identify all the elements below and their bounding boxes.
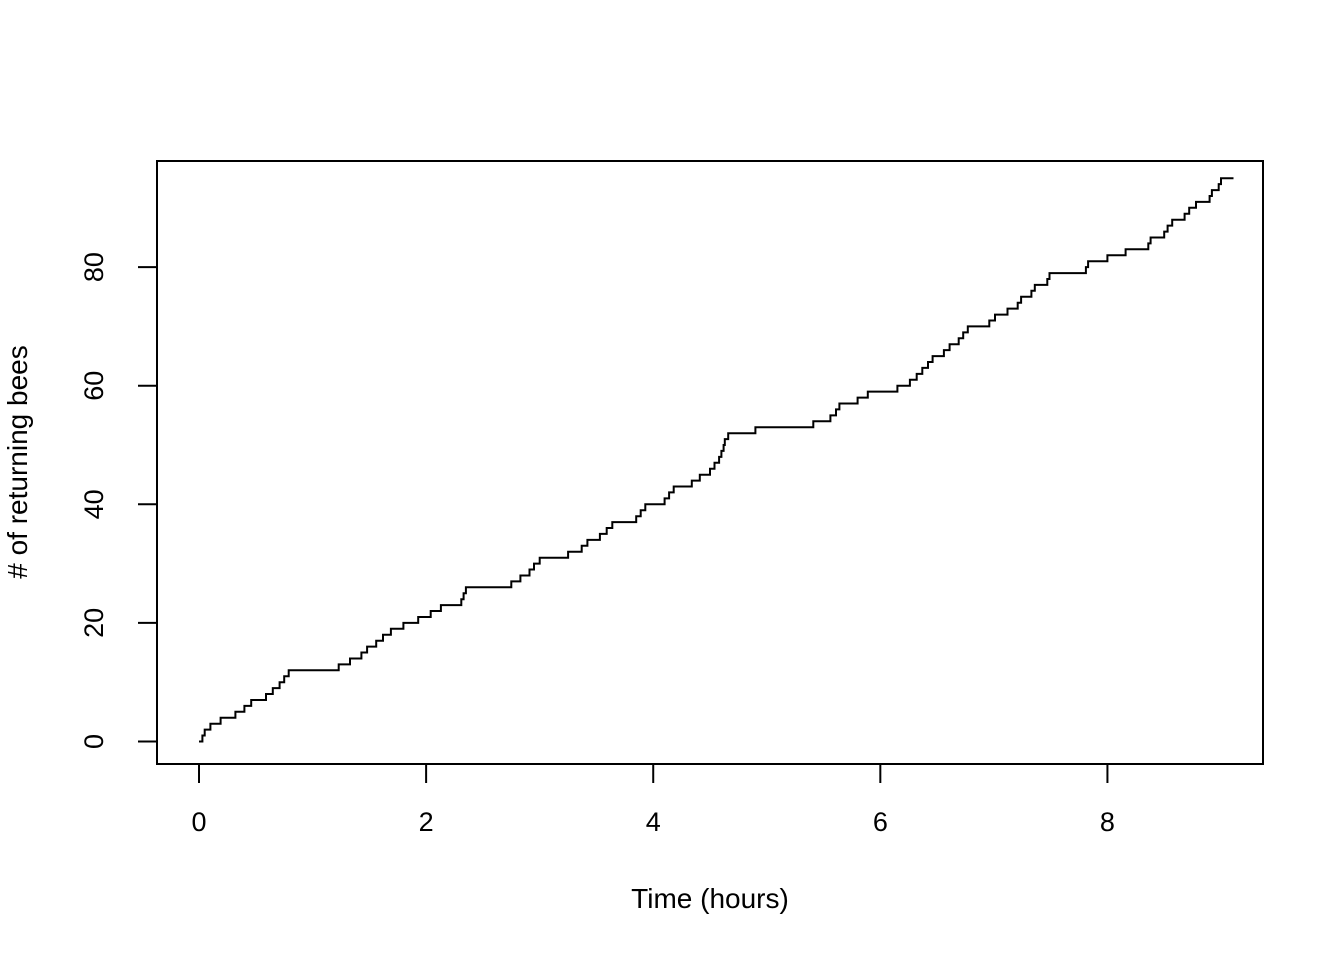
y-axis-tick-label: 0 xyxy=(79,734,109,749)
y-axis-tick-label: 20 xyxy=(79,608,109,638)
x-axis-tick-label: 0 xyxy=(191,807,206,837)
y-axis-tick-label: 60 xyxy=(79,371,109,401)
x-axis-tick-label: 8 xyxy=(1100,807,1115,837)
x-axis-tick-label: 6 xyxy=(873,807,888,837)
y-axis-tick-label: 40 xyxy=(79,489,109,519)
x-axis-title: Time (hours) xyxy=(631,883,789,914)
x-axis-tick-label: 2 xyxy=(419,807,434,837)
y-axis-tick-label: 80 xyxy=(79,252,109,282)
plot-box xyxy=(156,160,1264,765)
step-curve xyxy=(199,177,1234,743)
x-axis-tick-label: 4 xyxy=(646,807,661,837)
y-axis-title: # of returning bees xyxy=(2,345,33,579)
